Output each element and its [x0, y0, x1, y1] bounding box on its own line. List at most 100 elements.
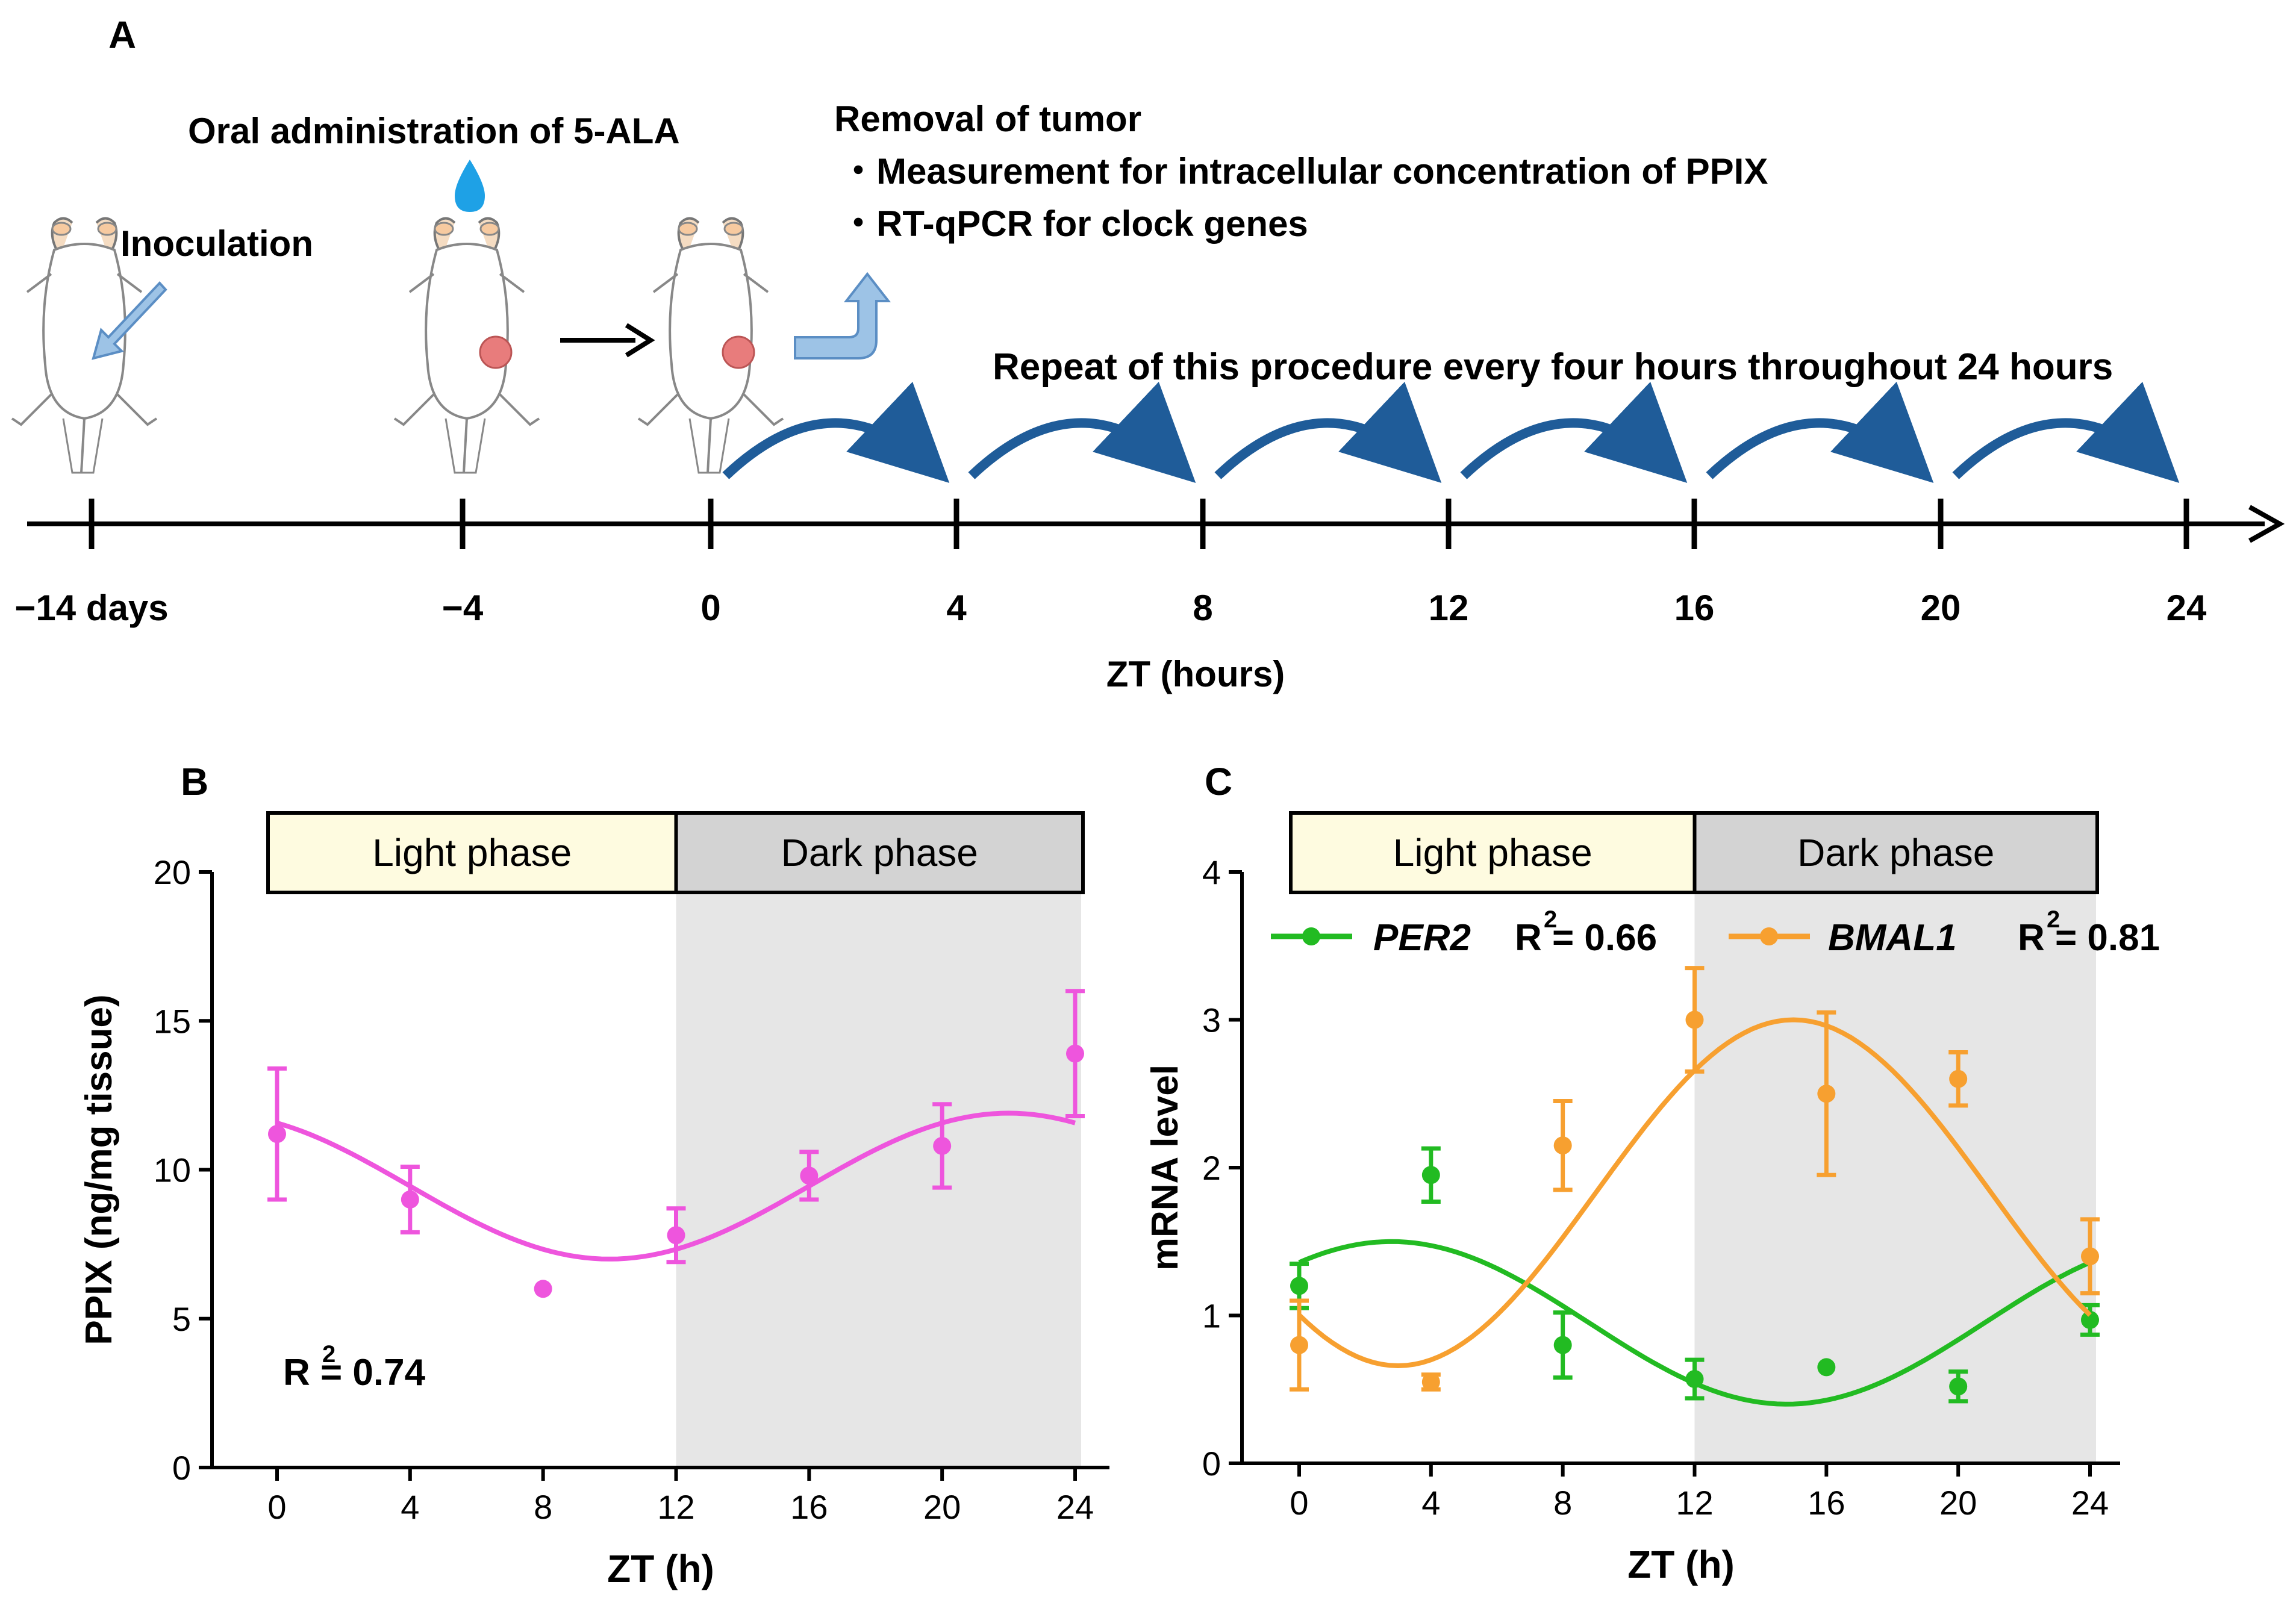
- x-tick-label: 24: [1056, 1488, 1094, 1526]
- r-squared-annotation: R = 0.74: [283, 1352, 426, 1393]
- y-tick-label: 1: [1202, 1297, 1221, 1335]
- bmal1-data-point: [1290, 1336, 1308, 1354]
- repeat-arrow-icon: [722, 381, 950, 483]
- timeline-tick-label: 20: [1921, 588, 1961, 628]
- y-tick-label: 0: [172, 1449, 191, 1487]
- x-tick-label: 8: [1553, 1484, 1572, 1522]
- x-axis-label: ZT (h): [1627, 1543, 1735, 1586]
- dark-phase-box: [674, 811, 1085, 894]
- mouse-removal-icon: [637, 217, 784, 474]
- repeat-arrow-icon: [968, 381, 1196, 483]
- dark-phase-shade: [676, 872, 1081, 1468]
- repeat-arrow-icon: [1706, 381, 1934, 483]
- timeline-arrow-icon: [2248, 505, 2285, 543]
- x-axis-label: ZT (h): [607, 1547, 714, 1590]
- drop-icon: [455, 160, 485, 212]
- inoculation-arrow-icon: [92, 281, 167, 360]
- per2-data-point: [1290, 1277, 1308, 1295]
- per2-data-point: [1949, 1377, 1968, 1396]
- timeline-tick-label: 0: [700, 588, 720, 628]
- x-tick-label: 12: [657, 1488, 694, 1526]
- bmal1-data-point: [1421, 1372, 1440, 1391]
- ppix-data-point: [268, 1125, 286, 1144]
- legend-per2-marker: [1302, 927, 1320, 945]
- y-tick-label: 0: [1202, 1445, 1221, 1483]
- legend-per2-r2: R = 0.66: [1515, 917, 1657, 959]
- x-tick-label: 20: [1939, 1484, 1977, 1522]
- legend-bmal1-name: BMAL1: [1828, 917, 1957, 959]
- repeat-procedure-label: Repeat of this procedure every four hour…: [993, 346, 2113, 388]
- bmal1-data-point: [1949, 1069, 1968, 1088]
- legend-per2-r2-superscript: 2: [1544, 906, 1557, 933]
- y-tick-label: 10: [154, 1151, 191, 1189]
- repeat-arrow-icon: [1952, 381, 2180, 483]
- timeline-tick-label: 4: [946, 588, 967, 628]
- r-squared-superscript: 2: [322, 1341, 335, 1368]
- x-tick-label: 16: [1808, 1484, 1845, 1522]
- timeline-tick-label: 8: [1193, 588, 1212, 628]
- light-phase-label: Light phase: [372, 831, 572, 874]
- dark-phase-label: Dark phase: [781, 831, 978, 874]
- bmal1-data-point: [2081, 1247, 2099, 1266]
- chart-b: B Light phase Dark phase 0 5 10 15 20 0 4 8 12 16 20 2…: [78, 760, 1109, 1590]
- per2-data-point: [1421, 1166, 1440, 1184]
- bmal1-data-point: [1817, 1085, 1836, 1103]
- x-tick-label: 4: [401, 1488, 419, 1526]
- y-tick-label: 4: [1202, 853, 1221, 891]
- ppix-data-point: [667, 1226, 685, 1245]
- light-phase-box: [1289, 811, 1697, 894]
- ppix-data-point: [1066, 1044, 1084, 1063]
- removal-arrow-icon: [794, 272, 891, 360]
- timeline-tick-label: −4: [442, 588, 484, 628]
- right-arrow-icon: [560, 323, 655, 358]
- legend-bmal1-r2: R = 0.81: [2018, 917, 2160, 959]
- bmal1-data-point: [1553, 1136, 1572, 1155]
- ppix-data-point: [800, 1166, 819, 1185]
- y-tick-label: 20: [154, 853, 191, 891]
- panel-label: C: [1205, 760, 1232, 803]
- ppix-data-point: [534, 1280, 552, 1298]
- per2-data-point: [1817, 1358, 1836, 1377]
- legend-bmal1-r2-superscript: 2: [2047, 906, 2060, 933]
- light-phase-label: Light phase: [1393, 831, 1593, 874]
- timeline-xlabel: ZT (hours): [1106, 654, 1285, 694]
- panel-label: B: [181, 760, 208, 803]
- x-tick-label: 20: [923, 1488, 961, 1526]
- dark-phase-shade: [1694, 872, 2096, 1463]
- ppix-data-point: [933, 1136, 952, 1155]
- oral-administration-label: Oral administration of 5-ALA: [188, 111, 680, 151]
- repeat-arrow-icon: [1460, 381, 1688, 483]
- rt-qpcr-bullet: ・RT-qPCR for clock genes: [840, 204, 1308, 244]
- dark-phase-box: [1692, 811, 2099, 894]
- x-tick-label: 24: [2071, 1484, 2109, 1522]
- timeline-tick-label: 16: [1674, 588, 1715, 628]
- ppix-data-point: [401, 1190, 419, 1209]
- tumor-icon: [479, 335, 513, 369]
- bmal1-data-point: [1685, 1010, 1704, 1029]
- dark-phase-label: Dark phase: [1797, 831, 1994, 874]
- legend-bmal1-marker: [1760, 927, 1778, 945]
- x-tick-label: 4: [1421, 1484, 1440, 1522]
- y-tick-label: 2: [1202, 1149, 1221, 1187]
- timeline-axis: −14 days −4 0 4 8 12 16 20 24: [14, 381, 2285, 628]
- mouse-oral-icon: [393, 217, 540, 474]
- y-tick-label: 3: [1202, 1001, 1221, 1039]
- y-axis-label: PPIX (ng/mg tissue): [78, 994, 120, 1345]
- y-axis-label: mRNA level: [1144, 1065, 1186, 1271]
- tumor-icon-2: [722, 335, 755, 369]
- y-tick-label: 15: [154, 1002, 191, 1040]
- x-tick-label: 16: [790, 1488, 828, 1526]
- inoculation-label: Inoculation: [120, 223, 313, 264]
- x-tick-label: 12: [1676, 1484, 1713, 1522]
- per2-data-point: [2081, 1310, 2099, 1329]
- timeline-tick-label: 12: [1429, 588, 1469, 628]
- legend-per2-name: PER2: [1373, 917, 1471, 959]
- per2-data-point: [1553, 1336, 1572, 1354]
- removal-of-tumor-label: Removal of tumor: [834, 99, 1141, 139]
- panel-a-label: A: [108, 13, 136, 57]
- y-tick-label: 5: [172, 1300, 191, 1338]
- measurement-bullet: ・Measurement for intracellular concentra…: [840, 151, 1768, 191]
